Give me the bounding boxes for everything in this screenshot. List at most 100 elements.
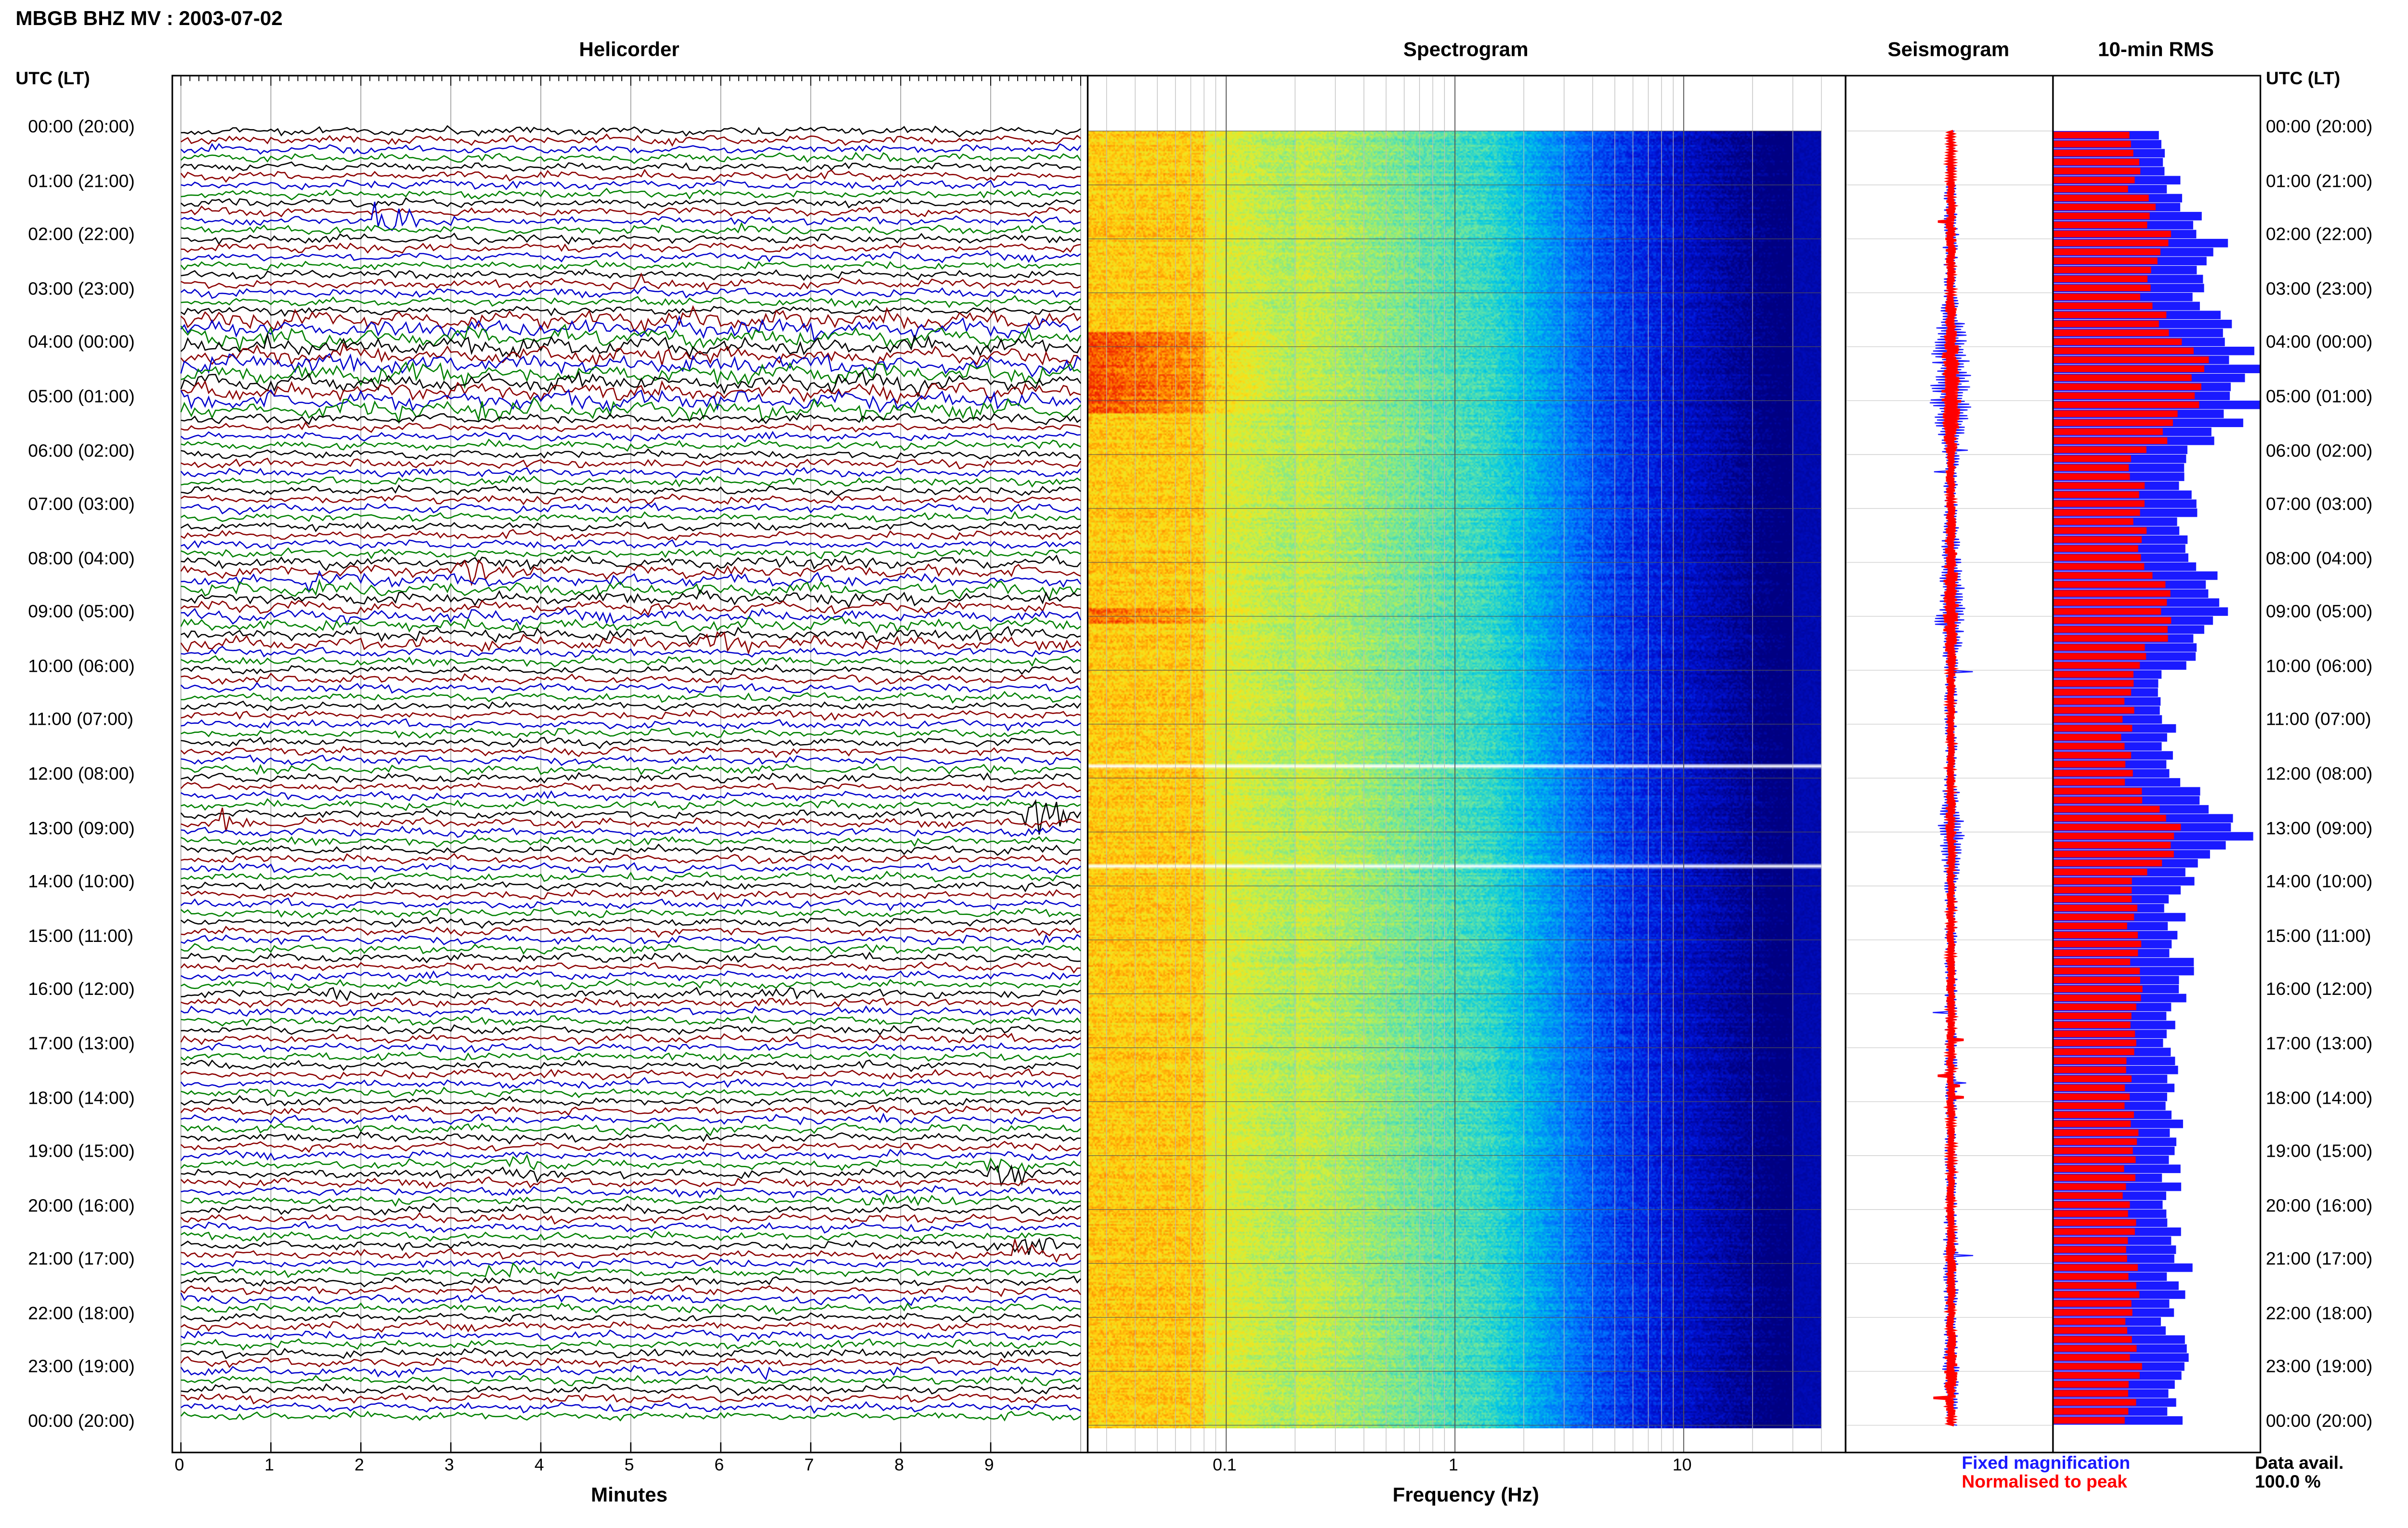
rms-bar-normalised: [2054, 1093, 2130, 1100]
rms-bar-normalised: [2054, 141, 2131, 148]
rms-bar-normalised: [2054, 176, 2135, 183]
time-label-right: 05:00 (01:00): [2265, 388, 2373, 407]
helicorder-x-tick-label: 0: [174, 1456, 184, 1476]
rms-bar-normalised: [2054, 1030, 2135, 1037]
rms-bar-normalised: [2054, 581, 2166, 588]
helicorder-trace: [181, 295, 1081, 309]
helicorder-trace: [181, 1302, 1081, 1315]
spectrogram-x-tick-label: 0.1: [1213, 1456, 1237, 1476]
helicorder-trace: [181, 1185, 1081, 1199]
rms-bar-normalised: [2054, 356, 2209, 363]
time-label-left: 22:00 (18:00): [28, 1305, 135, 1324]
time-label-left: 17:00 (13:00): [28, 1035, 135, 1054]
helicorder-trace: [181, 1086, 1081, 1098]
rms-bar-normalised: [2054, 1318, 2126, 1325]
rms-bar-normalised: [2054, 1345, 2137, 1352]
helicorder-x-tick-label: 4: [534, 1456, 544, 1476]
helicorder-trace: [181, 578, 1081, 601]
time-label-left: 21:00 (17:00): [28, 1251, 135, 1270]
rms-bar-normalised: [2054, 401, 2199, 408]
time-label-left: 23:00 (19:00): [28, 1358, 135, 1378]
time-label-left: 09:00 (05:00): [28, 603, 135, 623]
rms-bar-normalised: [2054, 1102, 2125, 1110]
helicorder-trace: [180, 324, 1082, 352]
rms-bar-normalised: [2054, 482, 2145, 489]
helicorder-trace: [180, 664, 1081, 676]
rms-bar-normalised: [2054, 1039, 2136, 1046]
rms-bar-normalised: [2054, 788, 2142, 795]
helicorder-trace: [181, 754, 1081, 766]
seismogram-panel: [1845, 75, 2054, 1453]
rms-bar-normalised: [2054, 1336, 2132, 1343]
rms-bar-normalised: [2054, 446, 2146, 453]
rms-bar-normalised: [2054, 931, 2138, 939]
helicorder-trace: [180, 521, 1081, 533]
helicorder-trace: [181, 1374, 1081, 1386]
time-label-right: 23:00 (19:00): [2265, 1358, 2373, 1378]
rms-bar-normalised: [2054, 1165, 2124, 1172]
helicorder-trace: [181, 233, 1081, 246]
rms-bar-normalised: [2054, 222, 2147, 229]
helicorder-trace: [181, 201, 1081, 231]
helicorder-trace: [181, 862, 1081, 875]
rms-bar-normalised: [2054, 473, 2130, 480]
helicorder-trace: [180, 467, 1081, 479]
frequency-axis-label: Frequency (Hz): [1392, 1483, 1539, 1506]
helicorder-trace: [180, 1032, 1081, 1045]
helicorder-trace: [181, 772, 1081, 785]
helicorder-trace: [180, 250, 1081, 263]
rms-bar-normalised: [2054, 437, 2168, 444]
helicorder-trace: [181, 448, 1081, 460]
rms-bar-normalised: [2054, 949, 2138, 956]
helicorder-trace: [181, 179, 1081, 191]
rms-bar-normalised: [2054, 1237, 2128, 1244]
time-label-right: 00:00 (20:00): [2265, 118, 2373, 137]
helicorder-trace: [181, 943, 1081, 955]
rms-bar-normalised: [2054, 823, 2181, 831]
helicorder-panel: [171, 75, 1089, 1453]
rms-bar-normalised: [2054, 1264, 2138, 1271]
helicorder-trace: [181, 933, 1081, 946]
rms-bar-normalised: [2054, 1174, 2135, 1181]
helicorder-trace: [180, 1319, 1081, 1333]
rms-bar-normalised: [2054, 869, 2147, 875]
seismogram-title: Seismogram: [1887, 37, 2010, 61]
rms-bar-normalised: [2054, 1111, 2134, 1118]
seismogram-fixed-trace: [1929, 130, 1974, 1426]
time-label-right: 17:00 (13:00): [2265, 1035, 2373, 1054]
rms-bar-normalised: [2054, 131, 2130, 139]
rms-bar-normalised: [2054, 509, 2140, 516]
rms-bar-normalised: [2054, 302, 2153, 310]
helicorder-trace: [181, 654, 1081, 667]
data-availability-value: 100.0 %: [2255, 1473, 2321, 1492]
helicorder-trace: [181, 205, 1081, 218]
rms-bar-normalised: [2054, 1372, 2140, 1379]
rms-bar-normalised: [2054, 1210, 2128, 1217]
time-label-left: 13:00 (09:00): [28, 819, 135, 838]
time-label-right: 13:00 (09:00): [2265, 819, 2373, 838]
rms-bar-normalised: [2054, 994, 2141, 1002]
helicorder-trace: [180, 1410, 1081, 1422]
rms-bar-normalised: [2054, 168, 2141, 175]
rms-bar-normalised: [2054, 716, 2123, 723]
helicorder-trace: [180, 1149, 1081, 1162]
helicorder-trace: [181, 926, 1081, 938]
helicorder-trace: [181, 1383, 1081, 1396]
helicorder-trace: [180, 286, 1081, 299]
rms-bar-normalised: [2054, 554, 2141, 561]
helicorder-trace: [180, 511, 1081, 522]
rms-bar-normalised: [2054, 1012, 2132, 1019]
helicorder-trace: [180, 745, 1081, 758]
rms-bar-normalised: [2054, 1156, 2136, 1163]
rms-bar-normalised: [2054, 904, 2138, 912]
rms-bar-normalised: [2054, 1246, 2126, 1253]
helicorder-trace: [181, 709, 1081, 721]
time-label-right: 04:00 (00:00): [2265, 334, 2373, 353]
helicorder-trace: [181, 438, 1081, 452]
rms-plot: [2054, 131, 2260, 1425]
rms-bar-normalised: [2054, 770, 2133, 777]
rms-bar-normalised: [2054, 698, 2125, 705]
time-label-right: 12:00 (08:00): [2265, 765, 2373, 784]
rms-bar-normalised: [2054, 1408, 2129, 1415]
helicorder-trace: [181, 1221, 1081, 1234]
